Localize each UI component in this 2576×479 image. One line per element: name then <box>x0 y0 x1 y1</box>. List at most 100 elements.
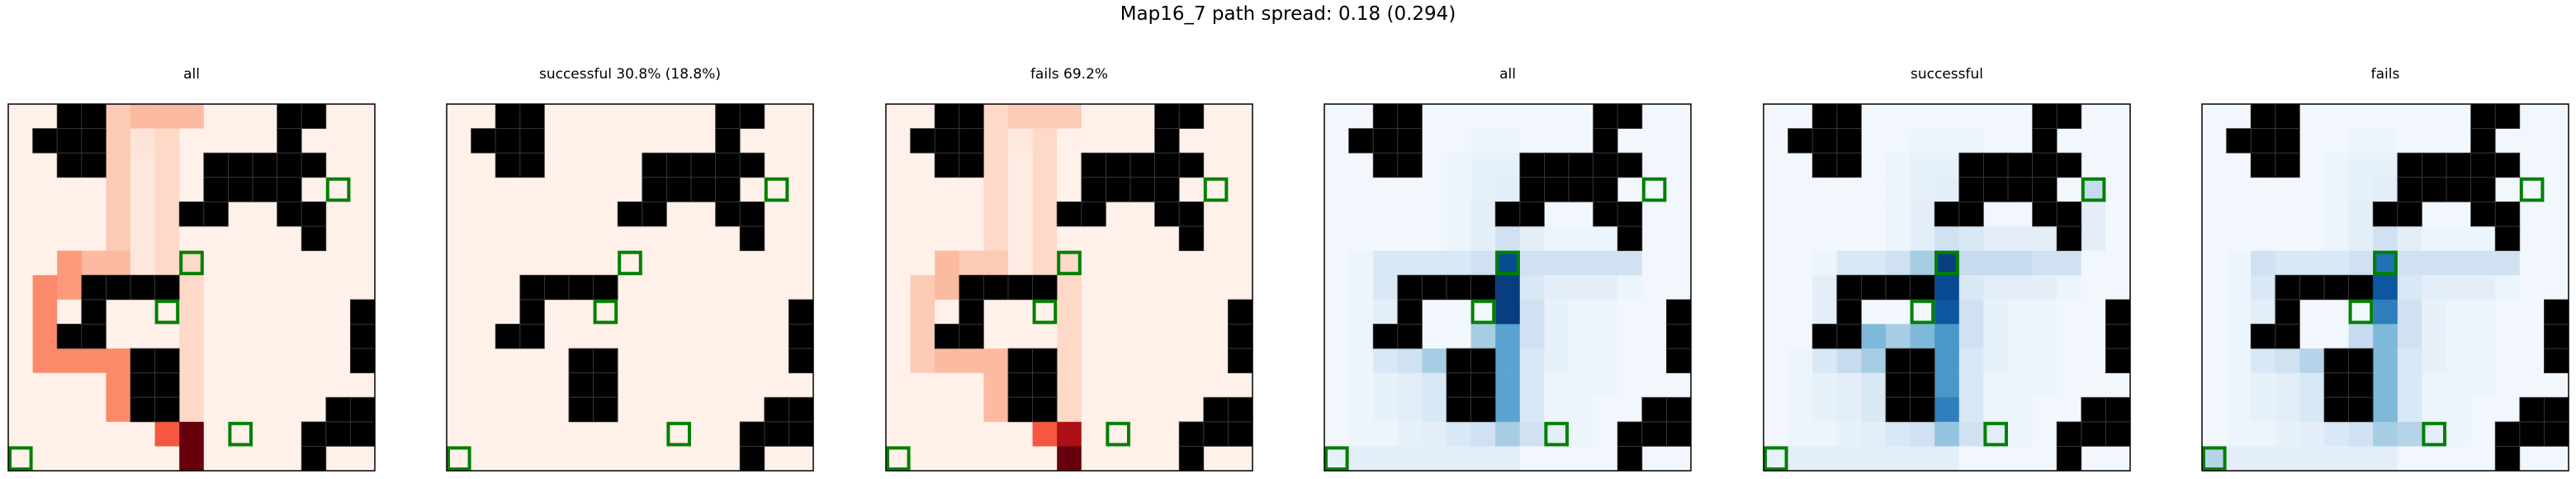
heatmap-cell <box>1861 128 1887 154</box>
heatmap-cell <box>81 349 107 373</box>
heatmap-cell <box>1983 349 2009 373</box>
heatmap-cell <box>519 202 545 227</box>
heatmap-cell <box>1324 202 1349 227</box>
heatmap-cell <box>1348 104 1374 129</box>
heatmap-cell <box>1470 153 1496 178</box>
heatmap-cell <box>2008 250 2033 276</box>
heatmap-cell <box>253 250 277 276</box>
heatmap-cell <box>2251 397 2276 423</box>
heatmap-cell <box>1057 349 1082 373</box>
heatmap-cell <box>2348 446 2374 472</box>
obstacle-cell <box>1544 177 1570 202</box>
obstacle-cell <box>2105 299 2131 325</box>
heatmap-cell <box>2081 153 2106 178</box>
heatmap-cell <box>2032 446 2057 472</box>
heatmap-cell <box>1958 299 1984 325</box>
heatmap-cell <box>179 372 205 398</box>
heatmap-cell <box>1106 349 1131 373</box>
heatmap-cell <box>301 177 327 202</box>
obstacle-cell <box>740 202 765 227</box>
heatmap-cell <box>2057 324 2082 349</box>
heatmap-panel <box>7 103 376 472</box>
heatmap-cell <box>691 349 716 373</box>
heatmap-cell <box>1641 104 1667 129</box>
heatmap-cell <box>1422 349 1447 373</box>
heatmap-cell <box>1008 104 1033 129</box>
heatmap-cell <box>691 128 716 154</box>
heatmap-cell <box>471 275 496 301</box>
obstacle-cell <box>81 275 107 301</box>
heatmap-cell <box>1861 299 1887 325</box>
obstacle-cell <box>1373 153 1399 178</box>
obstacle-cell <box>2032 153 2057 178</box>
heatmap-cell <box>1544 202 1570 227</box>
heatmap-cell <box>8 177 33 202</box>
heatmap-cell <box>2008 202 2033 227</box>
obstacle-cell <box>1228 421 1253 447</box>
heatmap-cell <box>1081 104 1106 129</box>
heatmap-cell <box>301 275 327 301</box>
heatmap-cell <box>1228 372 1253 398</box>
heatmap-cell <box>2032 421 2057 447</box>
obstacle-cell <box>1812 128 1838 154</box>
heatmap-cell <box>1910 104 1935 129</box>
obstacle-cell <box>1593 128 1618 154</box>
heatmap-cell <box>2081 128 2106 154</box>
obstacle-cell <box>2251 153 2276 178</box>
heatmap-cell <box>1958 446 1984 472</box>
heatmap-cell <box>2519 202 2545 227</box>
obstacle-cell <box>1958 202 1984 227</box>
obstacle-cell <box>764 397 789 423</box>
heatmap-cell <box>1544 104 1570 129</box>
heatmap-cell <box>788 372 814 398</box>
heatmap-cell <box>2544 372 2569 398</box>
obstacle-cell <box>130 349 155 373</box>
obstacle-cell <box>1593 153 1618 178</box>
heatmap-cell <box>618 275 643 301</box>
heatmap-cell <box>2373 372 2398 398</box>
obstacle-cell <box>1228 324 1253 349</box>
obstacle-cell <box>1812 324 1838 349</box>
heatmap-cell <box>154 250 180 276</box>
heatmap-cell <box>2470 324 2496 349</box>
heatmap-cell <box>32 153 58 178</box>
obstacle-cell <box>519 299 545 325</box>
obstacle-edge <box>1178 225 1205 252</box>
heatmap-cell <box>471 153 496 178</box>
heatmap-cell <box>471 177 496 202</box>
heatmap-cell <box>2299 299 2325 325</box>
heatmap-cell <box>740 128 765 154</box>
heatmap-cell <box>1495 226 1521 251</box>
heatmap-cell <box>2348 324 2374 349</box>
obstacle-edge <box>301 225 327 252</box>
obstacle-cell <box>1544 153 1570 178</box>
heatmap-cell <box>519 226 545 251</box>
heatmap-cell <box>2299 177 2325 202</box>
obstacle-cell <box>1203 421 1229 447</box>
heatmap-cell <box>350 202 376 227</box>
heatmap-cell <box>642 226 667 251</box>
heatmap-cell <box>1569 349 1593 373</box>
heatmap-cell <box>1348 397 1374 423</box>
heatmap-cell <box>57 421 83 447</box>
heatmap-cell <box>325 226 351 251</box>
heatmap-cell <box>106 104 131 129</box>
heatmap-cell <box>1934 446 1960 472</box>
heatmap-cell <box>2057 349 2082 373</box>
heatmap-cell <box>788 226 814 251</box>
obstacle-cell <box>203 153 229 178</box>
heatmap-cell <box>1812 349 1838 373</box>
obstacle-cell <box>2519 397 2545 423</box>
heatmap-cell <box>1958 250 1984 276</box>
obstacle-cell <box>2032 104 2057 129</box>
heatmap-cell <box>642 349 667 373</box>
heatmap-cell <box>179 324 205 349</box>
heatmap-cell <box>1032 226 1058 251</box>
heatmap-cell <box>32 372 58 398</box>
heatmap-cell <box>2397 226 2422 251</box>
heatmap-cell <box>593 226 618 251</box>
heatmap-cell <box>1641 299 1667 325</box>
obstacle-cell <box>666 153 692 178</box>
heatmap-panel <box>885 103 1253 472</box>
heatmap-cell <box>1934 153 1960 178</box>
